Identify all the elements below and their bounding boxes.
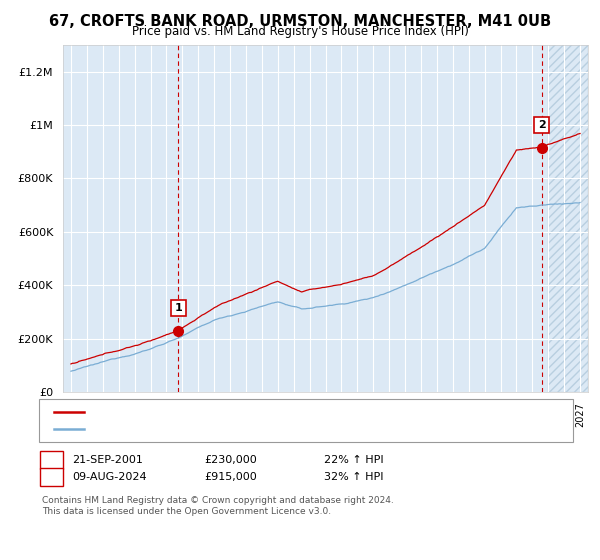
Text: 2: 2 bbox=[48, 472, 55, 482]
Text: 32% ↑ HPI: 32% ↑ HPI bbox=[324, 472, 383, 482]
Text: 1: 1 bbox=[175, 303, 182, 313]
Text: 67, CROFTS BANK ROAD, URMSTON, MANCHESTER, M41 0UB: 67, CROFTS BANK ROAD, URMSTON, MANCHESTE… bbox=[49, 14, 551, 29]
Bar bbox=[548, 45, 588, 392]
Text: Contains HM Land Registry data © Crown copyright and database right 2024.
This d: Contains HM Land Registry data © Crown c… bbox=[42, 496, 394, 516]
Text: Price paid vs. HM Land Registry's House Price Index (HPI): Price paid vs. HM Land Registry's House … bbox=[131, 25, 469, 38]
Text: HPI: Average price, detached house, Trafford: HPI: Average price, detached house, Traf… bbox=[90, 424, 313, 434]
Text: 1: 1 bbox=[48, 455, 55, 465]
Text: 22% ↑ HPI: 22% ↑ HPI bbox=[324, 455, 383, 465]
Text: 67, CROFTS BANK ROAD, URMSTON, MANCHESTER, M41 0UB (detached house): 67, CROFTS BANK ROAD, URMSTON, MANCHESTE… bbox=[90, 407, 485, 417]
Text: 2: 2 bbox=[538, 120, 545, 130]
Text: 21-SEP-2001: 21-SEP-2001 bbox=[72, 455, 143, 465]
Text: £915,000: £915,000 bbox=[204, 472, 257, 482]
Text: £230,000: £230,000 bbox=[204, 455, 257, 465]
Text: 09-AUG-2024: 09-AUG-2024 bbox=[72, 472, 146, 482]
